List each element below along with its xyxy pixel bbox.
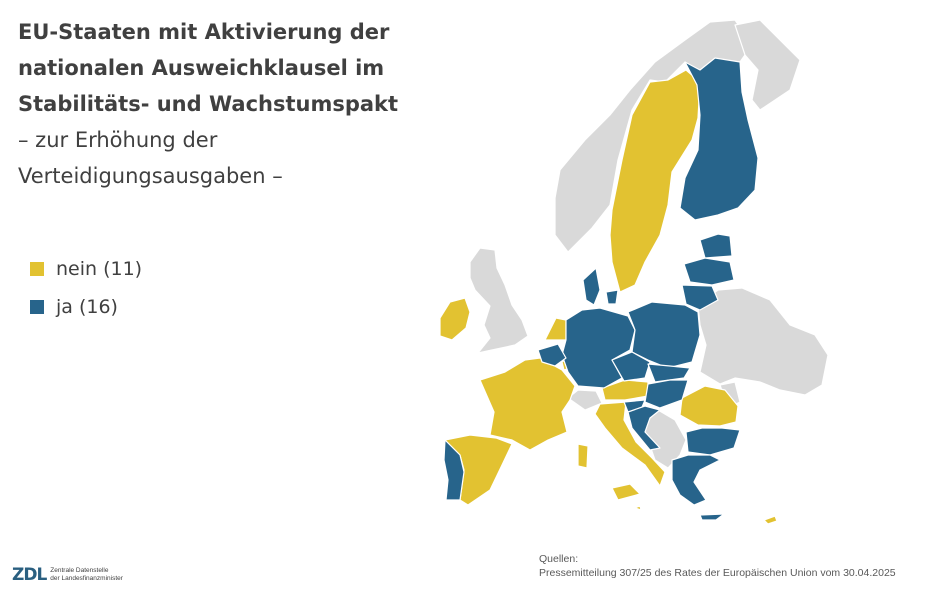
legend-swatch-ja (30, 300, 44, 314)
country-belarus-ukraine-russia (697, 287, 829, 396)
country-belgium (537, 343, 567, 367)
legend-label-nein: nein (11) (56, 258, 143, 280)
country-france (479, 357, 576, 451)
country-uk (469, 247, 529, 354)
title-line-2: nationalen Ausweichklausel im (18, 56, 385, 80)
title-block: EU-Staaten mit Aktivierung der nationale… (18, 14, 418, 194)
logo-text-line-2: der Landesfinanzminister (50, 575, 123, 582)
country-malta (634, 505, 642, 511)
logo-text-line-1: Zentrale Datenstelle (50, 567, 109, 574)
sources-heading: Quellen: (539, 553, 579, 565)
country-russia-north (734, 19, 801, 111)
title-line-1: EU-Staaten mit Aktivierung der (18, 20, 390, 44)
country-greece (671, 454, 725, 521)
country-hungary (644, 379, 689, 409)
country-portugal (443, 439, 465, 501)
country-netherlands (544, 317, 567, 341)
country-finland (679, 57, 759, 221)
sources-note: Quellen: Pressemitteilung 307/25 des Rat… (539, 552, 896, 580)
country-switzerland (567, 389, 603, 411)
country-cyprus (763, 515, 778, 525)
country-poland (627, 301, 701, 369)
country-czechia (611, 351, 651, 382)
country-estonia (699, 233, 733, 259)
country-bulgaria (685, 427, 741, 456)
legend-swatch-nein (30, 262, 44, 276)
legend-item-ja: ja (16) (30, 288, 142, 326)
country-lithuania (681, 284, 719, 311)
country-sweden (609, 69, 701, 293)
sources-text: Pressemitteilung 307/25 des Rates der Eu… (539, 567, 896, 579)
country-romania (679, 385, 739, 427)
country-italy (577, 401, 666, 501)
country-slovakia (647, 363, 691, 383)
title-line-3: Stabilitäts- und Wachstumspakt (18, 92, 399, 116)
country-latvia (683, 257, 735, 286)
logo-text: Zentrale Datenstelle der Landesfinanzmin… (50, 567, 123, 583)
legend-item-nein: nein (11) (30, 250, 142, 288)
subtitle-line-2: Verteidigungsausgaben – (18, 164, 283, 188)
subtitle-line-1: – zur Erhöhung der (18, 128, 218, 152)
zdl-logo: ZDL Zentrale Datenstelle der Landesfinan… (12, 565, 123, 585)
country-denmark (582, 267, 619, 306)
country-ireland (439, 297, 471, 341)
logo-mark: ZDL (12, 565, 47, 585)
legend-label-ja: ja (16) (56, 296, 118, 318)
legend: nein (11) ja (16) (30, 250, 142, 326)
country-croatia (627, 405, 661, 451)
